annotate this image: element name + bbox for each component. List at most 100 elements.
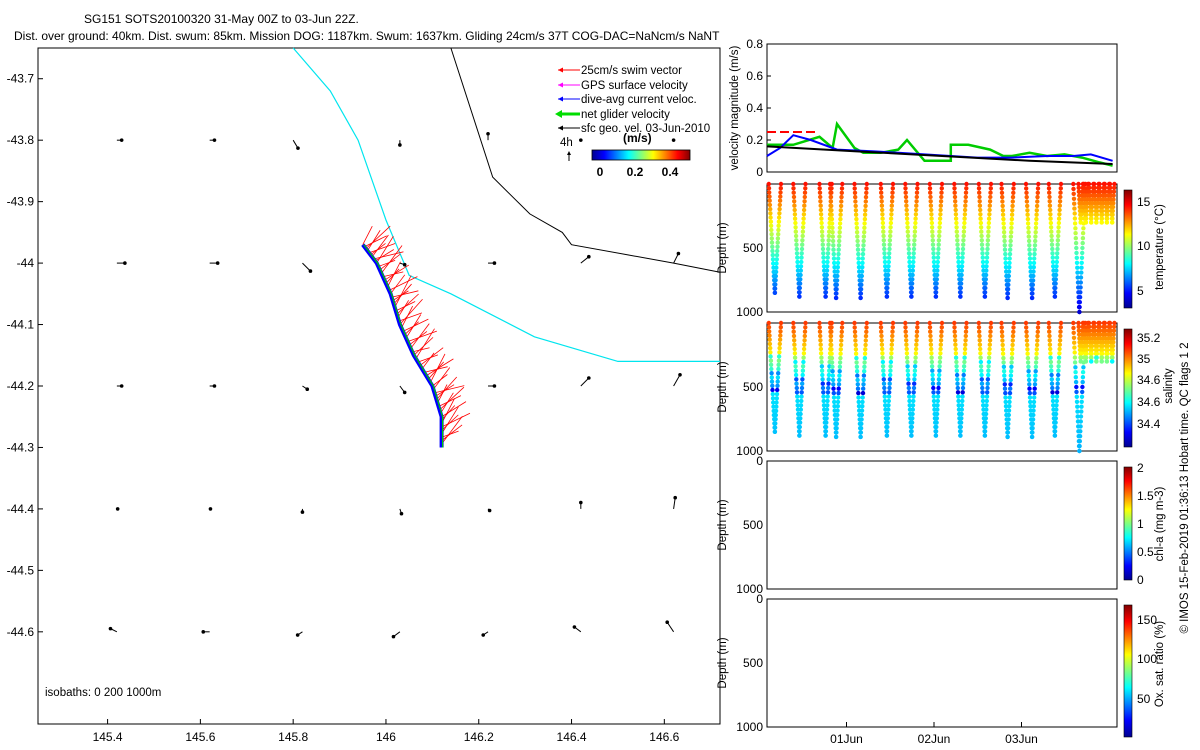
profile-point <box>774 400 779 405</box>
profile-point <box>929 212 934 217</box>
profile-point <box>1005 430 1011 435</box>
profile-point <box>792 342 797 347</box>
profile-point <box>904 342 909 347</box>
profile-point <box>1075 270 1080 275</box>
profile-point <box>802 194 807 200</box>
profile-point <box>958 424 963 430</box>
profile-point <box>911 259 916 265</box>
profile-point <box>980 259 986 265</box>
profile-point <box>793 220 798 226</box>
profile-point <box>856 404 862 409</box>
profile-point <box>1052 429 1058 434</box>
profile-point <box>1097 181 1102 187</box>
profile-point <box>820 385 826 391</box>
profile-point <box>931 394 936 399</box>
profile-point <box>961 233 966 239</box>
profile-point <box>1084 343 1090 349</box>
profile-point <box>859 421 864 426</box>
profile-point <box>835 269 840 274</box>
profile-point <box>828 333 833 339</box>
profile-point <box>1005 287 1011 292</box>
profile-point <box>1055 385 1060 391</box>
profile-point <box>1078 216 1084 221</box>
profile-point <box>1033 364 1039 369</box>
profile-point <box>859 278 864 283</box>
profile-point <box>1081 365 1086 370</box>
profile-point <box>1111 201 1116 206</box>
profile-point <box>988 186 993 191</box>
profile-point <box>888 355 894 360</box>
profile-point <box>777 211 782 216</box>
profile-point <box>1048 364 1054 369</box>
profile-point <box>1001 364 1007 369</box>
geo-vector-head <box>587 254 591 259</box>
profile-point <box>909 433 914 438</box>
profile-point <box>1023 181 1029 187</box>
profile-point <box>937 368 942 373</box>
profile-point <box>1031 260 1037 266</box>
profile-point <box>1089 220 1094 225</box>
profile-point <box>978 207 983 213</box>
profile-point <box>880 212 885 217</box>
profile-point <box>960 255 965 260</box>
profile-point <box>1032 243 1038 248</box>
profile-point <box>959 277 964 282</box>
profile-point <box>1029 434 1035 440</box>
profile-point <box>800 377 805 382</box>
profile-point <box>862 351 868 356</box>
profile-point <box>936 251 941 256</box>
profile-point <box>799 259 804 265</box>
swim-vector <box>440 392 454 414</box>
profile-point <box>881 381 887 386</box>
legend-arrowhead-dive <box>558 96 563 102</box>
profile-point <box>859 417 864 422</box>
profile-point <box>1007 256 1012 261</box>
profile-point <box>986 233 991 239</box>
profile-point <box>861 382 866 387</box>
profile-point <box>853 203 858 209</box>
profile-point <box>929 346 934 352</box>
swim-vector <box>365 225 391 250</box>
swim-vector <box>367 230 381 252</box>
chla-y-tick-1000: 1000 <box>736 582 763 596</box>
profile-point <box>1030 426 1035 431</box>
swim-vector <box>394 275 412 308</box>
profile-point <box>820 246 826 252</box>
profile-point <box>1094 216 1099 221</box>
profile-point <box>1011 186 1016 191</box>
swim-vector <box>371 234 389 258</box>
profile-point <box>1034 212 1039 217</box>
profile-point <box>1009 225 1014 230</box>
profile-point <box>836 382 842 387</box>
profile-point <box>884 290 890 295</box>
profile-point <box>1048 225 1054 230</box>
profile-point <box>775 375 781 380</box>
profile-point <box>952 325 957 330</box>
profile-point <box>1103 193 1108 198</box>
profile-point <box>794 238 799 243</box>
profile-point <box>906 381 911 386</box>
profile-point <box>828 190 833 195</box>
profile-point <box>1008 377 1013 383</box>
profile-point <box>1054 255 1060 260</box>
oxygen-y-tick-1000: 1000 <box>736 720 763 734</box>
profile-point <box>819 225 825 230</box>
profile-point <box>910 277 915 282</box>
profile-point <box>1000 212 1006 217</box>
profile-point <box>910 411 915 417</box>
profile-point <box>825 259 830 265</box>
profile-point <box>774 391 780 397</box>
profile-point <box>1000 203 1005 209</box>
map-y-tick-label: -44.3 <box>7 440 35 454</box>
profile-point <box>1077 309 1082 315</box>
profile-point <box>1006 412 1011 418</box>
map-y-tick-label: -43.8 <box>7 133 35 147</box>
profile-point <box>889 342 894 347</box>
profile-point <box>1076 189 1082 194</box>
profile-point <box>1000 342 1005 348</box>
profile-point <box>939 320 945 326</box>
profile-point <box>774 252 780 258</box>
profile-point <box>1077 434 1083 439</box>
profile-point <box>826 238 831 243</box>
profile-point <box>821 255 826 260</box>
